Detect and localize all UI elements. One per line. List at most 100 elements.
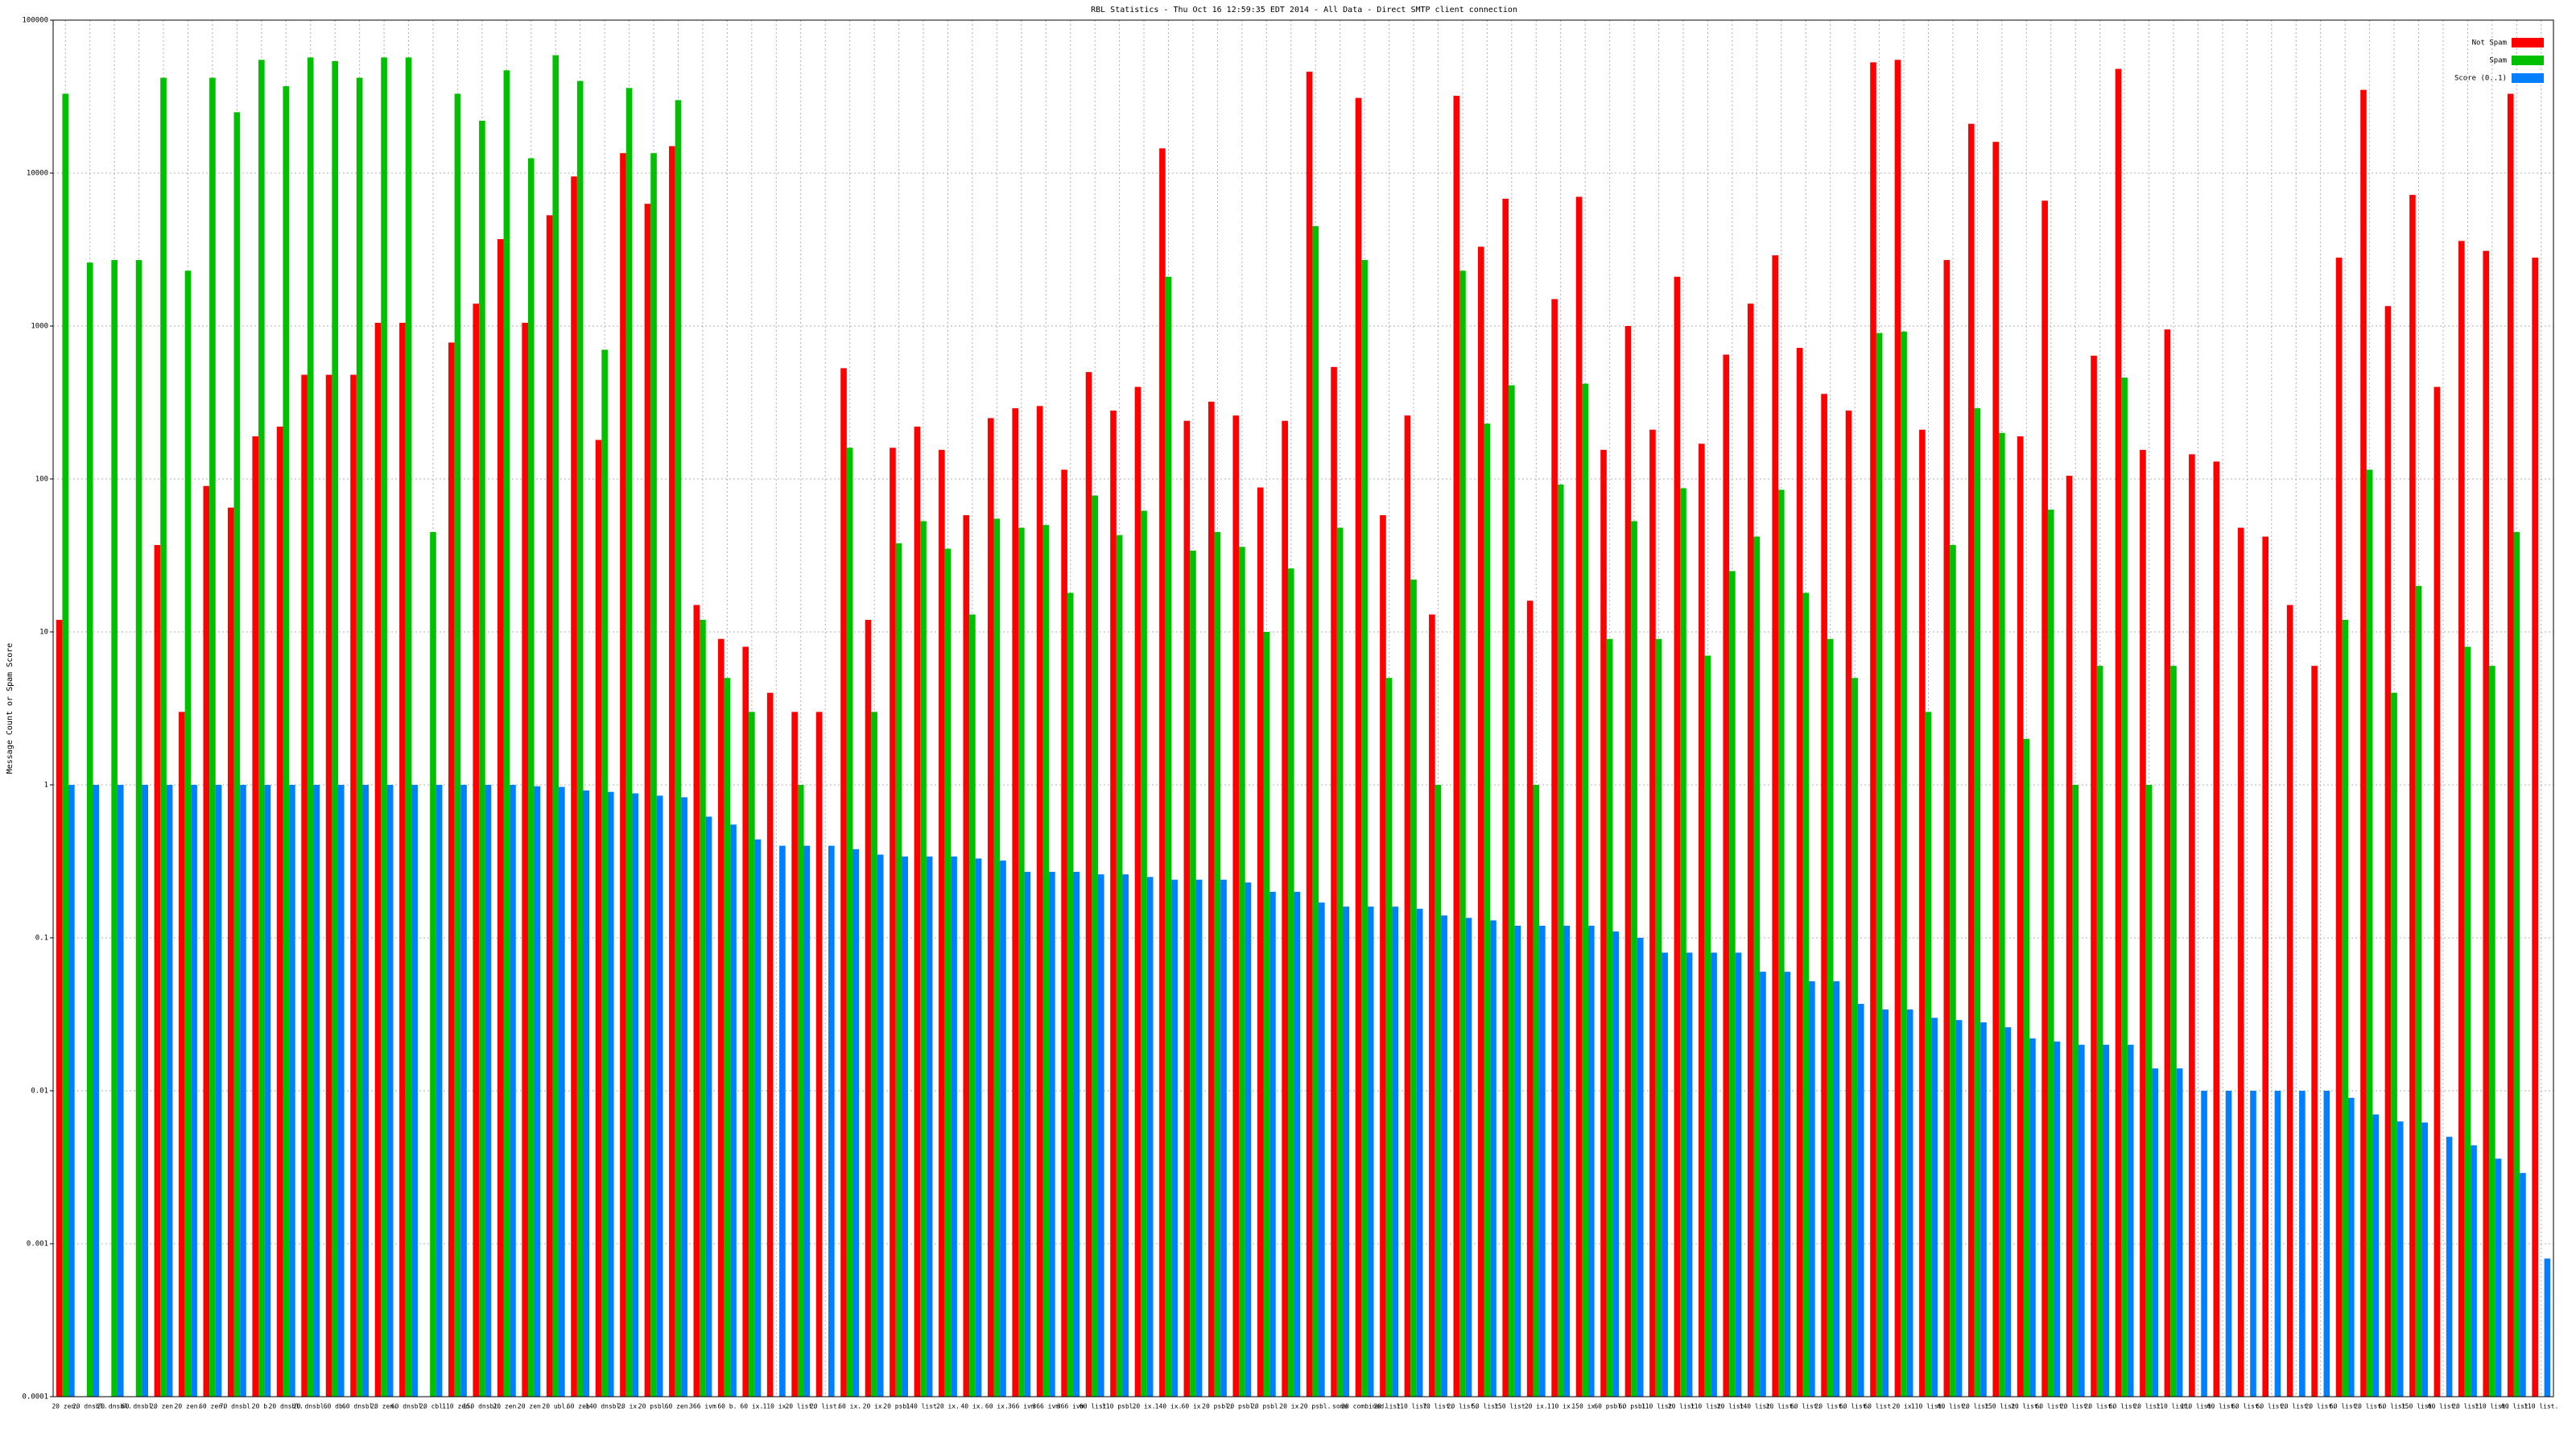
y-tick-label: 10 bbox=[39, 629, 48, 637]
bar bbox=[846, 448, 853, 1397]
bar bbox=[1845, 411, 1852, 1397]
bar bbox=[1992, 142, 2000, 1397]
y-axis-label: Message Count or Spam Score bbox=[6, 643, 14, 774]
x-tick-label: 110 list. bbox=[2156, 1403, 2190, 1410]
bar bbox=[2360, 89, 2367, 1397]
bar bbox=[1857, 1004, 1864, 1397]
bar bbox=[2029, 1038, 2036, 1397]
bar bbox=[1870, 62, 1876, 1397]
x-tick-label: 60 list. bbox=[1839, 1403, 1871, 1410]
bar bbox=[374, 322, 382, 1397]
bar bbox=[2458, 241, 2465, 1397]
bar bbox=[1624, 326, 1632, 1397]
bar bbox=[1753, 536, 1761, 1397]
bar bbox=[1600, 449, 1607, 1397]
bar bbox=[803, 845, 811, 1397]
x-tick-label: 150 list. bbox=[1984, 1403, 2019, 1410]
bar bbox=[1882, 1009, 1889, 1397]
x-tick-label: 20 psbl. bbox=[1227, 1403, 1258, 1410]
bar bbox=[852, 848, 860, 1397]
bar bbox=[1655, 638, 1662, 1397]
bar bbox=[227, 507, 234, 1397]
bar bbox=[1171, 879, 1178, 1397]
bar bbox=[2213, 461, 2220, 1397]
bar bbox=[1955, 1020, 1963, 1397]
x-tick-label: 140 list. bbox=[906, 1403, 940, 1410]
x-tick-label: 20 dnsbl. bbox=[269, 1403, 303, 1410]
bar bbox=[730, 824, 737, 1397]
bar bbox=[233, 112, 241, 1397]
bar bbox=[117, 785, 124, 1397]
bar bbox=[179, 712, 185, 1397]
bar bbox=[1208, 402, 1215, 1397]
bar bbox=[2311, 666, 2318, 1397]
bar bbox=[184, 270, 192, 1397]
bar bbox=[448, 342, 455, 1397]
x-tick-label: 150 dnsbl. bbox=[463, 1403, 502, 1410]
bar bbox=[2237, 527, 2244, 1397]
bar bbox=[2520, 1173, 2526, 1397]
bar bbox=[473, 303, 480, 1397]
bar bbox=[2532, 258, 2538, 1397]
bar bbox=[1097, 874, 1104, 1397]
bar bbox=[1484, 423, 1491, 1397]
bar bbox=[1245, 882, 1252, 1397]
bar bbox=[2140, 449, 2146, 1397]
bar bbox=[527, 158, 535, 1397]
bar bbox=[1018, 527, 1025, 1397]
bar bbox=[1435, 785, 1442, 1397]
bar bbox=[1587, 925, 1595, 1397]
bar bbox=[111, 260, 118, 1397]
bar bbox=[1214, 531, 1221, 1397]
x-tick-label: 60 list. bbox=[1938, 1403, 1969, 1410]
bar bbox=[607, 791, 614, 1397]
bar bbox=[1287, 568, 1294, 1397]
bar bbox=[1239, 547, 1245, 1397]
x-tick-label: 60 zen. bbox=[665, 1403, 692, 1410]
bar bbox=[1042, 525, 1050, 1397]
bar bbox=[2250, 1091, 2256, 1397]
bar bbox=[951, 857, 957, 1397]
bar bbox=[620, 153, 626, 1397]
y-tick-label: 100 bbox=[35, 476, 48, 484]
bar bbox=[1747, 303, 1754, 1397]
bar bbox=[252, 436, 259, 1397]
bar bbox=[1699, 444, 1705, 1397]
x-tick-label: 110 ix. bbox=[762, 1403, 790, 1410]
bar bbox=[1331, 366, 1337, 1397]
bar bbox=[779, 845, 786, 1397]
bar bbox=[2047, 510, 2054, 1397]
x-tick-label: 20 list. bbox=[2060, 1403, 2091, 1410]
bar bbox=[154, 545, 161, 1397]
bar bbox=[2079, 1044, 2085, 1397]
x-tick-label: 110 list. bbox=[1396, 1403, 1430, 1410]
x-tick-label: 20 list. bbox=[2281, 1403, 2312, 1410]
bar bbox=[1612, 931, 1620, 1397]
bar bbox=[644, 204, 651, 1397]
bar bbox=[510, 785, 516, 1397]
bar bbox=[656, 795, 663, 1397]
bar bbox=[386, 785, 394, 1397]
bar bbox=[1122, 874, 1129, 1397]
bar bbox=[503, 70, 510, 1397]
bar bbox=[209, 77, 216, 1397]
bar bbox=[411, 785, 418, 1397]
bar bbox=[1686, 952, 1693, 1397]
x-tick-label: 366 ivm bbox=[1032, 1403, 1059, 1410]
bar bbox=[754, 839, 762, 1397]
x-tick-label: 20 list. bbox=[2354, 1403, 2385, 1410]
legend-swatch bbox=[2512, 56, 2544, 65]
x-tick-label: 20 list. bbox=[1447, 1403, 1479, 1410]
x-tick-label: 20 list. bbox=[2305, 1403, 2336, 1410]
bar bbox=[1931, 1018, 1938, 1397]
bar bbox=[993, 518, 1001, 1397]
bar bbox=[944, 548, 952, 1397]
bar bbox=[1257, 487, 1264, 1397]
bar bbox=[2409, 195, 2416, 1397]
bar bbox=[1441, 915, 1447, 1397]
bar bbox=[2495, 1158, 2502, 1397]
bar bbox=[1159, 148, 1166, 1397]
x-tick-label: 60 ix. bbox=[985, 1403, 1009, 1410]
x-tick-label: 20 ix. bbox=[617, 1403, 641, 1410]
